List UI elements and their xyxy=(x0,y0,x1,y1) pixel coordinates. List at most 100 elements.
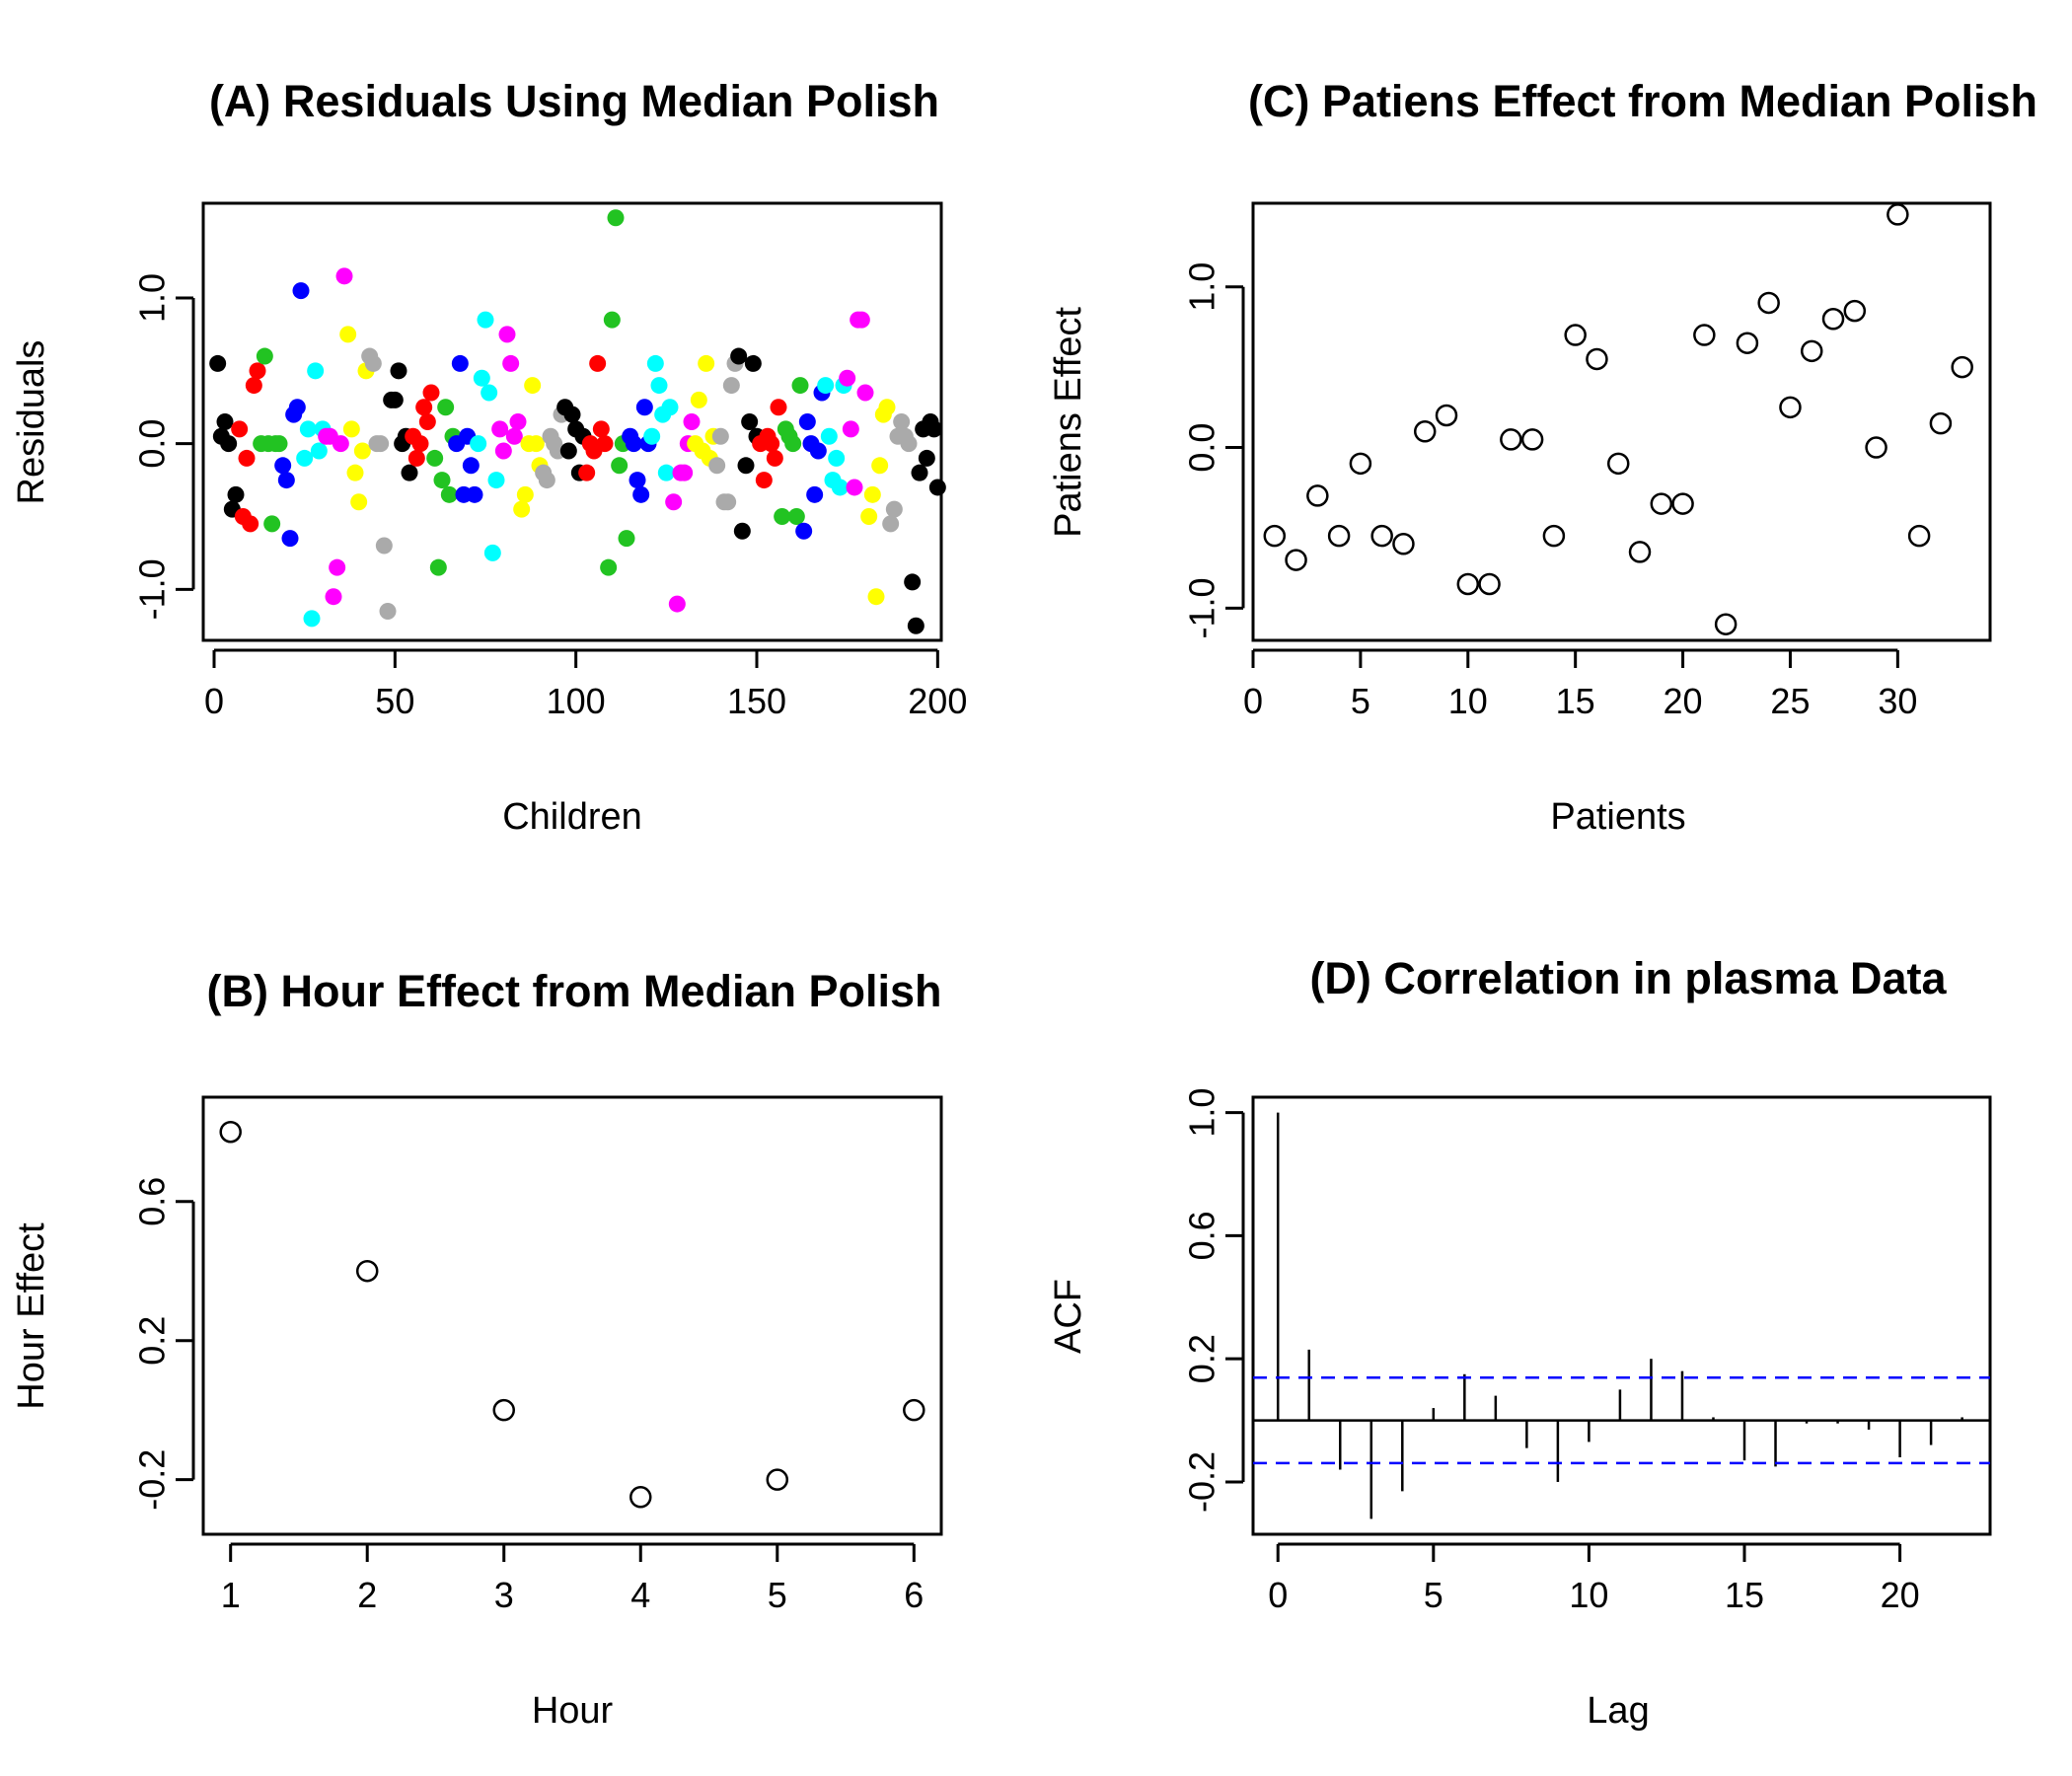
panel-b-title: (B) Hour Effect from Median Polish xyxy=(206,966,941,1016)
panel-b-y-tick-label: -0.2 xyxy=(132,1449,173,1511)
panel-c-y-tick-label: -1.0 xyxy=(1182,577,1222,638)
panel-b-x-tick-label: 5 xyxy=(768,1575,787,1615)
panel-c-title: (C) Patiens Effect from Median Polish xyxy=(1248,76,2037,126)
panel-a-point xyxy=(632,485,650,503)
panel-c-point xyxy=(1500,428,1522,451)
panel-a-point xyxy=(245,377,262,395)
panel-a-point xyxy=(339,326,357,343)
panel-a-point xyxy=(216,413,234,430)
panel-b-point xyxy=(903,1398,925,1422)
panel-a-point xyxy=(657,464,675,481)
panel-a-point xyxy=(509,413,527,430)
panel-c-point xyxy=(1520,428,1544,451)
panel-a-point xyxy=(806,485,824,503)
panel-a-point xyxy=(401,464,418,481)
panel-a-point xyxy=(711,427,729,445)
panel-a-point xyxy=(882,515,900,533)
panel-a-point xyxy=(733,522,751,540)
panel-b-point xyxy=(355,1259,379,1283)
panel-a-point xyxy=(440,485,458,503)
panel-a-point xyxy=(719,493,737,511)
panel-a-point xyxy=(227,485,245,503)
panel-c-point xyxy=(1586,347,1608,371)
panel-b-hour-effect: (B) Hour Effect from Median Polish 1 2 3 4 5… xyxy=(11,966,943,1732)
panel-a-point xyxy=(342,420,360,438)
panel-c-x-tick-label: 5 xyxy=(1351,681,1370,721)
panel-a-point xyxy=(809,442,827,460)
panel-a-point xyxy=(516,485,534,503)
panel-d-y-tick-label: 1.0 xyxy=(1182,1088,1222,1138)
panel-a-point xyxy=(698,354,715,372)
panel-d-x-axis: 0 5 10 15 20 xyxy=(1268,1542,1920,1615)
panel-a-point xyxy=(270,435,288,453)
panel-c-point xyxy=(1821,308,1845,331)
panel-c-point xyxy=(1907,524,1931,548)
panel-a-point xyxy=(249,362,266,380)
panel-c-x-tick-label: 0 xyxy=(1243,681,1263,721)
panel-c-y-tick-label: 0.0 xyxy=(1182,423,1222,473)
panel-d-title: (D) Correlation in plasma Data xyxy=(1309,953,1947,1003)
panel-c-point xyxy=(1306,484,1329,507)
panel-a-point xyxy=(422,384,440,402)
panel-d-x-tick-label: 15 xyxy=(1725,1575,1764,1615)
panel-c-point xyxy=(1693,324,1716,346)
panel-a-point xyxy=(820,427,838,445)
panel-d-x-tick-label: 5 xyxy=(1424,1575,1443,1615)
panel-c-point xyxy=(1951,355,1973,379)
panel-d-y-tick-label: -0.2 xyxy=(1182,1451,1222,1513)
panel-a-point xyxy=(603,311,621,329)
panel-d-x-tick-label: 10 xyxy=(1569,1575,1608,1615)
panel-a-point xyxy=(256,347,273,365)
panel-c-point xyxy=(1606,452,1630,476)
panel-a-point xyxy=(690,391,707,408)
panel-a-ylabel: Residuals xyxy=(11,340,52,505)
panel-c-point xyxy=(1370,524,1393,548)
panel-a-xlabel: Children xyxy=(502,796,642,838)
panel-a-y-axis: -1.0 0.0 1.0 xyxy=(132,273,195,620)
panel-c-point xyxy=(1714,613,1738,635)
panel-a-x-tick-label: 100 xyxy=(547,681,606,721)
panel-a-point xyxy=(904,573,922,591)
panel-a-point xyxy=(925,420,943,438)
panel-a-residuals: (A) Residuals Using Median Polish 0 50 100… xyxy=(11,76,967,838)
panel-c-x-axis: 0 5 10 15 20 25 30 xyxy=(1243,648,1917,721)
panel-a-x-tick-label: 200 xyxy=(908,681,967,721)
panel-a-point xyxy=(303,610,321,628)
panel-a-point xyxy=(784,435,802,453)
panel-d-y-tick-label: 0.6 xyxy=(1182,1211,1222,1260)
panel-a-point xyxy=(856,384,874,402)
panel-a-point xyxy=(911,464,928,481)
panel-a-point xyxy=(683,413,701,430)
panel-a-point xyxy=(386,391,404,408)
panel-a-point xyxy=(353,442,371,460)
panel-a-point xyxy=(878,399,896,416)
panel-a-point xyxy=(429,558,447,576)
panel-a-point xyxy=(625,435,642,453)
panel-c-point xyxy=(1564,324,1587,346)
panel-a-point xyxy=(828,449,846,467)
panel-c-point xyxy=(1843,299,1867,323)
panel-a-point xyxy=(451,354,469,372)
panel-a-point xyxy=(766,449,783,467)
panel-a-title: (A) Residuals Using Median Polish xyxy=(209,76,939,126)
panel-c-point xyxy=(1671,492,1694,515)
panel-a-point xyxy=(770,399,787,416)
panel-a-point xyxy=(310,442,328,460)
panel-c-patients-effect: (C) Patiens Effect from Median Polish 0 5… xyxy=(1048,76,2037,838)
panel-c-points xyxy=(1263,203,1973,635)
panel-c-y-tick-label: 1.0 xyxy=(1182,262,1222,312)
panel-a-point xyxy=(379,602,397,620)
panel-d-acf: (D) Correlation in plasma Data 0 5 10 15 20 … xyxy=(1048,953,1992,1732)
panel-a-point xyxy=(741,413,759,430)
panel-a-point xyxy=(274,457,292,475)
panel-a-point xyxy=(646,354,664,372)
panel-a-point xyxy=(763,435,780,453)
panel-d-bars xyxy=(1253,1112,1990,1519)
panel-a-point xyxy=(852,311,870,329)
panel-a-point xyxy=(231,420,249,438)
panel-c-x-tick-label: 15 xyxy=(1556,681,1595,721)
panel-a-point xyxy=(411,435,429,453)
panel-a-point xyxy=(846,479,863,496)
panel-a-point xyxy=(755,472,773,489)
panel-a-x-axis: 0 50 100 150 200 xyxy=(204,648,967,721)
